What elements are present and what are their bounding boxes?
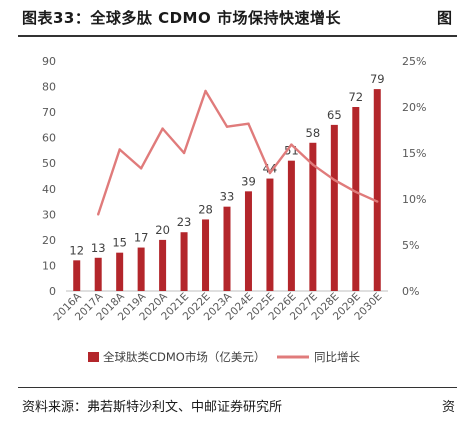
bar [223,206,231,291]
bar-value-label: 33 [220,190,235,204]
y-right-tick-label: 15% [402,147,426,160]
growth-point [376,200,379,203]
bar-value-label: 28 [198,202,213,216]
bar [202,219,210,291]
bar-value-label: 79 [370,72,385,86]
growth-point [247,122,250,125]
growth-point [225,125,229,128]
figure-title: 图表33：全球多肽 CDMO 市场保持快速增长 [22,9,341,27]
y-left-tick-label: 60 [42,132,56,145]
bar [352,107,360,291]
bar-value-label: 65 [327,108,342,122]
growth-point [118,148,121,151]
bar-value-label: 58 [306,126,321,140]
bar-value-label: 12 [69,243,84,257]
growth-point [97,213,100,216]
y-left-tick-label: 40 [42,183,56,196]
legend-bar-swatch [88,352,99,362]
y-left-tick-label: 50 [42,157,56,170]
next-source-fragment: 资 [442,400,456,415]
growth-point [354,190,357,194]
header-divider [18,35,457,37]
y-right-tick-label: 5% [402,239,419,252]
bar [137,247,145,291]
growth-point [333,178,336,182]
bar [159,239,167,291]
bar-value-label: 72 [348,90,363,104]
bar [287,160,295,291]
growth-point [204,89,207,93]
footer-divider [18,387,457,388]
bar-value-label: 17 [134,231,149,245]
y-left-tick-label: 10 [42,259,56,272]
bar-value-label: 23 [177,215,192,229]
bar [180,232,188,291]
bar-value-label: 15 [112,236,127,250]
market-size-chart: 0 10 20 30 40 50 60 70 80 90 0% 5% 10% 15% 20% 25% 12 13 1… [42,55,426,364]
y-right-tick-label: 10% [402,193,426,206]
legend-bar-label: 全球肽类CDMO市场（亿美元） [103,350,265,364]
y-left-tick-label: 30 [42,208,56,221]
bar [330,124,338,291]
bar [244,191,252,291]
bar [373,89,381,291]
bar [116,252,124,291]
y-left-tick-label: 0 [49,285,56,298]
y-left-tick-label: 20 [42,234,56,247]
bar-value-label: 20 [155,223,170,237]
growth-point [268,171,272,175]
bar-value-label: 39 [241,174,256,188]
y-right-tick-label: 20% [402,101,426,114]
bar-value-label: 13 [91,241,106,255]
growth-point [311,163,315,166]
y-left-tick-label: 90 [42,55,56,68]
growth-point [161,127,164,130]
source-note: 资料来源：弗若斯特沙利文、中邮证券研究所 [22,400,283,415]
y-right-tick-label: 0% [402,285,419,298]
growth-point [139,167,143,170]
bar [94,257,102,291]
y-right-tick-label: 25% [402,55,426,68]
bar [309,142,317,291]
legend-line-label: 同比增长 [314,350,360,364]
y-left-tick-label: 70 [42,106,56,119]
bar [73,260,81,291]
growth-point [290,143,293,146]
growth-point [182,151,186,155]
y-left-tick-label: 80 [42,81,56,94]
growth-line [97,89,378,215]
figure-header: 图表33：全球多肽 CDMO 市场保持快速增长 图 [0,0,457,34]
bar [266,178,274,291]
next-figure-title-fragment: 图 [437,9,453,27]
